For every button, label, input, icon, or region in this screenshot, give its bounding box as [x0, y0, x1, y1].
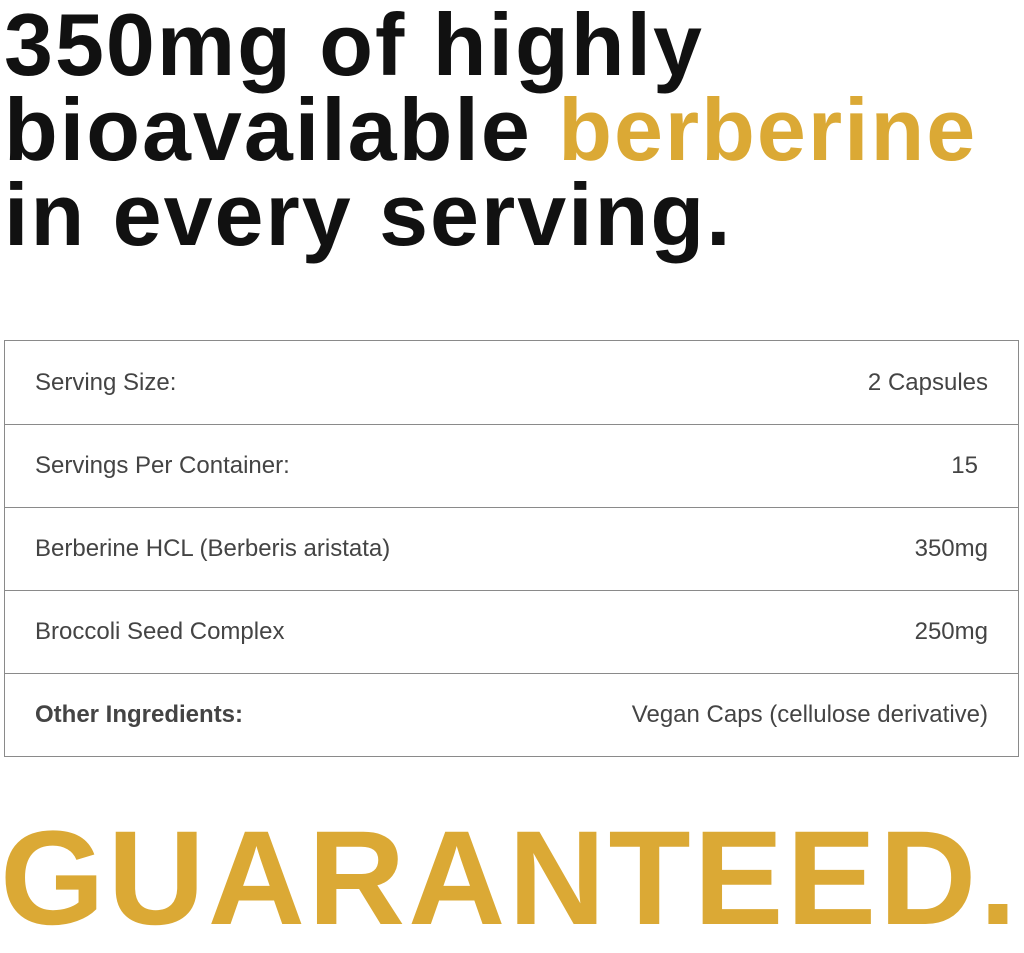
guaranteed-banner: GUARANTEED. [0, 804, 1020, 953]
table-row: Other Ingredients: Vegan Caps (cellulose… [5, 673, 1018, 756]
headline-accent-word: berberine [558, 80, 978, 179]
table-row: Broccoli Seed Complex 250mg [5, 590, 1018, 673]
row-value: Vegan Caps (cellulose derivative) [631, 701, 988, 728]
headline-line-2-prefix: bioavailable [4, 80, 559, 179]
row-value: 15 [951, 452, 978, 479]
row-label: Berberine HCL (Berberis aristata) [35, 535, 391, 562]
row-value: 250mg [914, 618, 988, 645]
headline-line-3: in every serving. [4, 165, 733, 264]
row-value: 350mg [914, 535, 988, 562]
headline-line-1: 350mg of highly [4, 0, 704, 94]
row-label: Serving Size: [35, 368, 177, 396]
table-row: Berberine HCL (Berberis aristata) 350mg [5, 507, 1018, 590]
table-row: Servings Per Container: 15 [5, 424, 1018, 507]
table-row: Serving Size: 2 Capsules [5, 341, 1018, 424]
row-label: Other Ingredients: [35, 701, 244, 728]
row-label: Broccoli Seed Complex [35, 618, 285, 645]
headline: 350mg of highly bioavailable berberine i… [4, 0, 978, 259]
row-value: 2 Capsules [867, 368, 988, 396]
row-label: Servings Per Container: [35, 452, 290, 479]
supplement-facts-table: Serving Size: 2 Capsules Servings Per Co… [4, 340, 1019, 757]
